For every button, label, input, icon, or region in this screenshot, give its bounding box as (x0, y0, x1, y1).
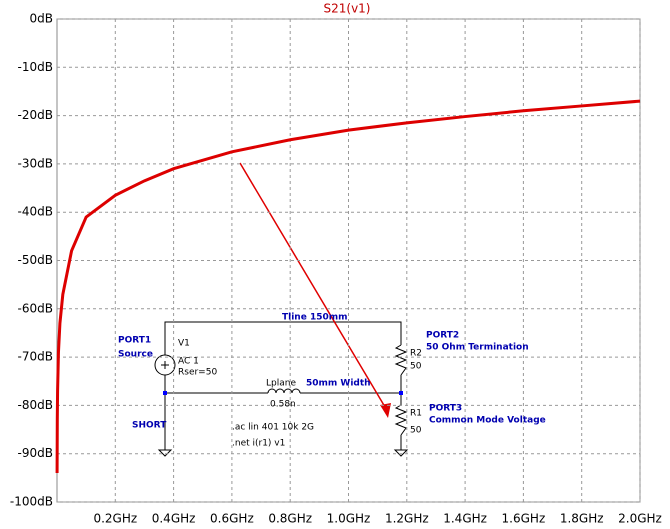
y-tick-label: -60dB (18, 301, 53, 315)
annotation: .net i(r1) v1 (232, 439, 285, 449)
annotation: PORT1 (118, 336, 151, 346)
x-tick-label: 2.0GHz (618, 512, 662, 526)
y-tick-label: -90dB (18, 446, 53, 460)
annotation: Tline 150mm (282, 313, 348, 323)
annotation: 50 (410, 426, 422, 436)
annotation: R1 (410, 409, 422, 419)
y-tick-label: 0dB (30, 12, 53, 26)
data-line (55, 99, 641, 474)
annotation: Rser=50 (178, 368, 217, 378)
annotation: 50mm Width (306, 379, 371, 389)
x-tick-label: 1.6GHz (502, 512, 546, 526)
y-tick-label: -40dB (18, 205, 53, 219)
schematic (154, 162, 409, 457)
annotation: Lplane (266, 379, 296, 389)
x-tick-label: 0.2GHz (93, 512, 137, 526)
x-tick-label: 1.0GHz (327, 512, 371, 526)
annotation: Source (118, 350, 153, 360)
annotation: SHORT (132, 421, 167, 431)
y-tick-label: -70dB (18, 350, 53, 364)
y-tick-label: -20dB (18, 108, 53, 122)
annotation: R2 (410, 349, 422, 359)
y-tick-label: -10dB (18, 60, 53, 74)
x-tick-label: 0.6GHz (210, 512, 254, 526)
chart-title: S21(v1) (324, 2, 371, 16)
x-tick-label: 0.8GHz (268, 512, 312, 526)
annotation: .ac lin 401 10k 2G (232, 423, 314, 433)
annotation: 50 Ohm Termination (426, 343, 529, 353)
annotation: PORT2 (426, 331, 459, 341)
y-tick-label: -50dB (18, 253, 53, 267)
x-tick-label: 0.4GHz (152, 512, 196, 526)
annotation: AC 1 (178, 357, 199, 367)
y-tick-label: -30dB (18, 156, 53, 170)
annotation: Common Mode Voltage (429, 416, 546, 426)
annotation: 0.58n (270, 400, 296, 410)
y-tick-label: -100dB (10, 495, 53, 509)
annotation: PORT3 (429, 404, 462, 414)
y-tick-label: -80dB (18, 398, 53, 412)
annotation: 50 (410, 362, 422, 372)
x-tick-label: 1.4GHz (443, 512, 487, 526)
annotation: V1 (178, 339, 190, 349)
x-tick-label: 1.8GHz (560, 512, 604, 526)
x-tick-label: 1.2GHz (385, 512, 429, 526)
